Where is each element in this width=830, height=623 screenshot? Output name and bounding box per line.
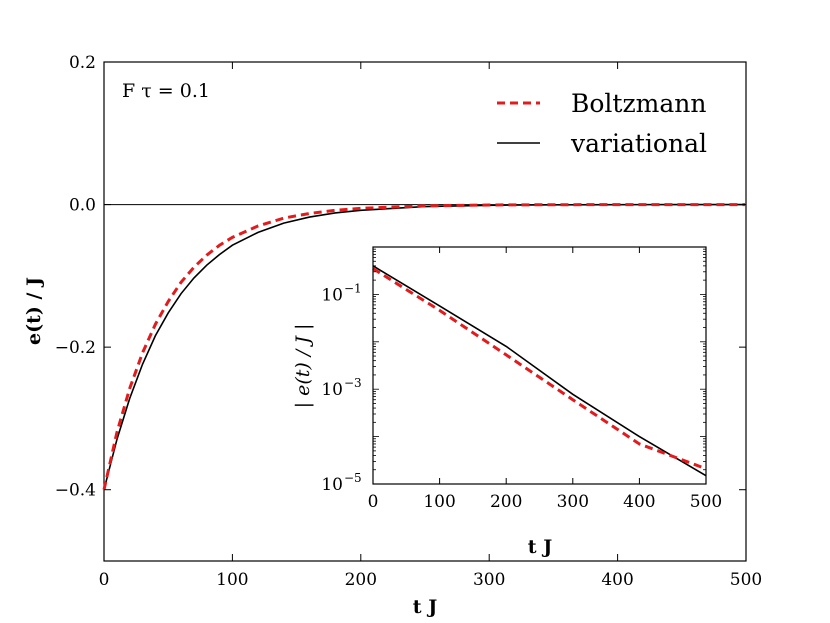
inset-y-tick-label: 10 <box>321 285 343 305</box>
legend: Boltzmann variational <box>497 89 707 158</box>
parameter-annotation: F τ = 0.1 <box>122 80 210 102</box>
inset-x-tick-label: 500 <box>690 492 722 512</box>
main-series-variational <box>103 203 746 490</box>
inset-y-tick-exponent: −3 <box>344 376 362 390</box>
main-x-tick-label: 200 <box>345 570 377 590</box>
main-y-tick-label: 0.2 <box>69 53 96 73</box>
main-series-boltzmann <box>102 203 746 491</box>
main-ticks: 0 100 200 300 400 500−0.4−0.20.00.2 <box>55 53 763 590</box>
inset-x-tick-label: 100 <box>423 492 455 512</box>
inset-y-axis-label: | e(t) / J | <box>292 324 314 409</box>
inset-background <box>373 247 706 484</box>
main-y-tick-label: −0.2 <box>55 338 96 358</box>
inset-y-tick-exponent: −5 <box>344 471 362 485</box>
inset-y-tick-exponent: −1 <box>344 281 362 295</box>
main-plot-frame <box>103 61 747 562</box>
legend-boltzmann-label: Boltzmann <box>571 89 706 118</box>
inset-y-tick-label: 10 <box>321 475 343 495</box>
inset-x-axis-label: t J <box>528 536 552 558</box>
main-y-axis-label: e(t) / J <box>23 277 45 345</box>
inset-x-tick-label: 300 <box>557 492 589 512</box>
inset-plot-content <box>372 265 707 477</box>
inset-y-tick-label: 10 <box>321 380 343 400</box>
inset-x-tick-label: 200 <box>490 492 522 512</box>
inset-x-tick-label: 0 <box>368 492 379 512</box>
legend-variational-label: variational <box>570 129 707 158</box>
main-x-tick-label: 500 <box>730 570 762 590</box>
main-y-tick-label: −0.4 <box>55 481 96 501</box>
inset-series-boltzmann <box>372 267 707 471</box>
inset-plot-frame <box>372 246 707 485</box>
main-x-tick-label: 400 <box>601 570 633 590</box>
main-y-tick-label: 0.0 <box>69 196 96 216</box>
main-x-axis-label: t J <box>413 596 437 618</box>
main-x-tick-label: 100 <box>216 570 248 590</box>
inset-x-tick-label: 400 <box>623 492 655 512</box>
main-plot-content <box>102 203 746 491</box>
main-x-tick-label: 0 <box>99 570 110 590</box>
main-x-tick-label: 300 <box>473 570 505 590</box>
inset-series-variational <box>372 265 707 477</box>
